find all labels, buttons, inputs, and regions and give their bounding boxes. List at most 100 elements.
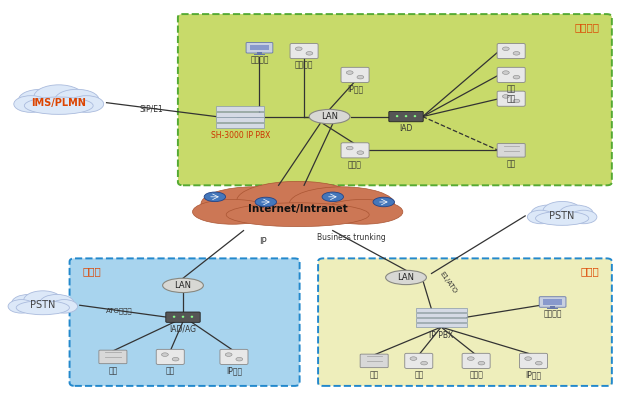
Ellipse shape bbox=[226, 203, 369, 227]
FancyBboxPatch shape bbox=[290, 44, 318, 58]
Text: IP话机: IP话机 bbox=[347, 84, 363, 94]
Ellipse shape bbox=[24, 97, 93, 114]
Ellipse shape bbox=[193, 200, 273, 224]
FancyBboxPatch shape bbox=[497, 44, 525, 58]
Bar bbox=[216, 118, 264, 122]
Ellipse shape bbox=[502, 95, 509, 98]
Ellipse shape bbox=[295, 47, 302, 50]
Ellipse shape bbox=[306, 52, 313, 55]
FancyBboxPatch shape bbox=[341, 143, 369, 158]
Text: 电话: 电话 bbox=[166, 366, 175, 376]
Ellipse shape bbox=[8, 300, 35, 313]
FancyBboxPatch shape bbox=[178, 14, 612, 185]
Ellipse shape bbox=[413, 115, 416, 117]
Ellipse shape bbox=[502, 47, 509, 50]
Text: IAD: IAD bbox=[399, 124, 413, 133]
Ellipse shape bbox=[502, 71, 509, 74]
Text: 本地网管: 本地网管 bbox=[543, 310, 562, 318]
Text: LAN: LAN bbox=[397, 273, 415, 282]
Ellipse shape bbox=[161, 353, 168, 356]
Ellipse shape bbox=[201, 187, 306, 221]
FancyBboxPatch shape bbox=[540, 297, 566, 307]
Ellipse shape bbox=[386, 270, 426, 285]
Ellipse shape bbox=[525, 357, 532, 360]
FancyBboxPatch shape bbox=[520, 353, 547, 368]
FancyBboxPatch shape bbox=[246, 42, 273, 53]
Bar bbox=[216, 123, 264, 128]
Ellipse shape bbox=[543, 202, 581, 221]
Text: E1/ATO: E1/ATO bbox=[438, 270, 457, 294]
Ellipse shape bbox=[204, 192, 225, 202]
Bar bbox=[415, 308, 467, 312]
Ellipse shape bbox=[570, 210, 597, 224]
Ellipse shape bbox=[236, 358, 243, 361]
Text: IAD/AG: IAD/AG bbox=[170, 325, 196, 334]
Ellipse shape bbox=[237, 181, 358, 220]
Text: IP话机: IP话机 bbox=[525, 370, 541, 380]
Ellipse shape bbox=[172, 358, 179, 361]
Text: 办事处: 办事处 bbox=[83, 266, 101, 276]
Text: IMS/PLMN: IMS/PLMN bbox=[31, 98, 86, 108]
Ellipse shape bbox=[467, 357, 474, 360]
Bar bbox=[415, 318, 467, 322]
Text: LAN: LAN bbox=[175, 281, 191, 290]
FancyBboxPatch shape bbox=[70, 258, 300, 386]
Bar bbox=[550, 306, 555, 309]
Bar bbox=[415, 313, 467, 317]
Ellipse shape bbox=[19, 89, 63, 110]
Bar bbox=[257, 52, 262, 54]
Ellipse shape bbox=[373, 197, 394, 207]
Ellipse shape bbox=[51, 300, 77, 313]
Ellipse shape bbox=[12, 294, 46, 311]
Ellipse shape bbox=[536, 361, 542, 365]
Text: PSTN: PSTN bbox=[550, 211, 575, 221]
Ellipse shape bbox=[346, 71, 353, 74]
Text: 传真: 传真 bbox=[506, 160, 516, 168]
Ellipse shape bbox=[396, 115, 398, 117]
Bar bbox=[254, 54, 265, 55]
Text: SIP/E1: SIP/E1 bbox=[140, 105, 163, 114]
Ellipse shape bbox=[346, 146, 353, 150]
Ellipse shape bbox=[357, 75, 364, 79]
Text: IP PBX: IP PBX bbox=[429, 331, 453, 340]
FancyBboxPatch shape bbox=[497, 144, 525, 157]
Ellipse shape bbox=[531, 205, 565, 222]
Ellipse shape bbox=[559, 205, 593, 222]
Text: 网管维护: 网管维护 bbox=[250, 55, 269, 64]
Ellipse shape bbox=[55, 89, 99, 110]
Text: 话务台: 话务台 bbox=[348, 160, 362, 169]
Text: Internet/Intranet: Internet/Intranet bbox=[248, 204, 348, 214]
Ellipse shape bbox=[513, 52, 520, 55]
Ellipse shape bbox=[404, 115, 407, 117]
FancyBboxPatch shape bbox=[156, 349, 184, 364]
Bar bbox=[250, 45, 269, 50]
Ellipse shape bbox=[69, 96, 104, 112]
Bar bbox=[415, 323, 467, 327]
Ellipse shape bbox=[191, 316, 193, 318]
Ellipse shape bbox=[182, 316, 184, 318]
Text: 分公司: 分公司 bbox=[580, 266, 599, 276]
Ellipse shape bbox=[255, 197, 276, 207]
Text: PSTN: PSTN bbox=[30, 300, 56, 310]
FancyBboxPatch shape bbox=[389, 112, 423, 122]
Text: 模拟
电话: 模拟 电话 bbox=[506, 84, 516, 104]
Text: 话务台: 话务台 bbox=[469, 370, 483, 380]
FancyBboxPatch shape bbox=[220, 349, 248, 364]
FancyBboxPatch shape bbox=[497, 91, 525, 106]
FancyBboxPatch shape bbox=[166, 312, 200, 322]
Ellipse shape bbox=[323, 200, 403, 224]
FancyBboxPatch shape bbox=[497, 67, 525, 82]
Ellipse shape bbox=[357, 151, 364, 154]
Ellipse shape bbox=[225, 353, 232, 356]
FancyBboxPatch shape bbox=[360, 354, 388, 368]
Bar bbox=[547, 308, 558, 309]
Text: SH-3000 IP PBX: SH-3000 IP PBX bbox=[211, 132, 270, 140]
Ellipse shape bbox=[173, 316, 175, 318]
Text: 传真: 传真 bbox=[369, 370, 379, 379]
Ellipse shape bbox=[527, 210, 554, 224]
Ellipse shape bbox=[40, 294, 74, 311]
Ellipse shape bbox=[309, 110, 350, 124]
Ellipse shape bbox=[14, 96, 48, 112]
Ellipse shape bbox=[163, 278, 204, 292]
Ellipse shape bbox=[24, 291, 62, 310]
